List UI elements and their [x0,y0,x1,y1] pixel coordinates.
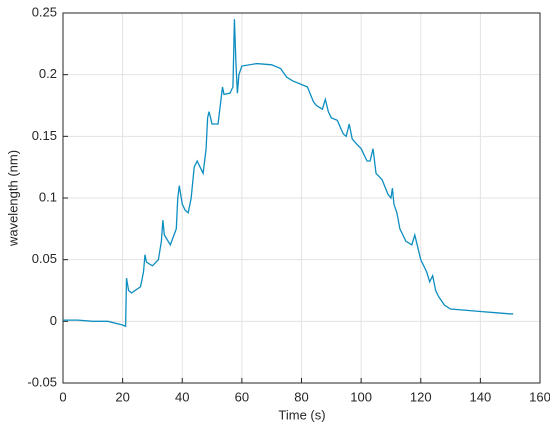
x-tick-label: 20 [115,389,129,404]
y-tick-label: 0.05 [32,251,57,266]
x-tick-label: 140 [470,389,492,404]
y-tick-label: 0.1 [39,189,57,204]
y-tick-label: 0.25 [32,4,57,19]
x-tick-label: 120 [410,389,432,404]
x-tick-label: 80 [294,389,308,404]
data-line [63,19,514,328]
y-tick-label: -0.05 [27,374,57,389]
x-tick-label: 60 [235,389,249,404]
y-tick-label: 0 [50,313,57,328]
x-tick-label: 0 [59,389,66,404]
x-axis-label: Time (s) [278,407,325,422]
y-axis-label: wavelength (nm) [5,150,20,247]
x-tick-label: 40 [175,389,189,404]
plot-frame [62,12,541,384]
x-tick-label: 100 [350,389,372,404]
x-tick-label: 160 [529,389,550,404]
y-tick-label: 0.15 [32,128,57,143]
y-tick-label: 0.2 [39,66,57,81]
